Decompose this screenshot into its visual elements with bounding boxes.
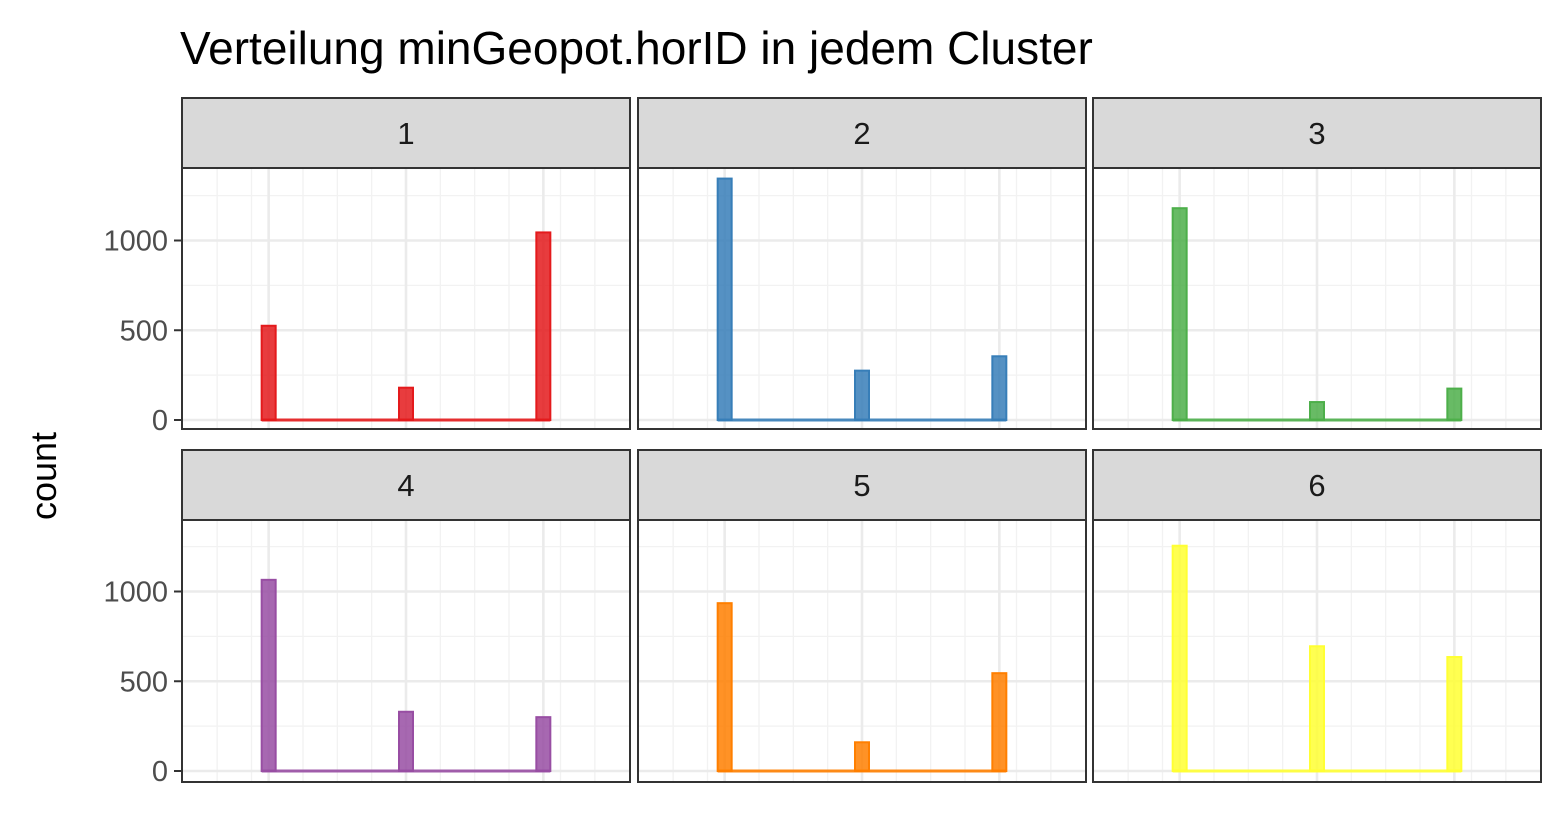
y-tick-label: 500 <box>120 666 168 698</box>
bar <box>535 231 552 421</box>
bar <box>260 324 277 422</box>
y-tick-label: 1000 <box>103 226 168 258</box>
y-axis-label: count <box>23 432 64 520</box>
bar <box>991 672 1008 772</box>
bar <box>1309 401 1325 421</box>
bar <box>1171 207 1188 421</box>
facet-strip <box>637 97 1087 169</box>
bar <box>1446 656 1463 773</box>
facet-panel-1: 1 0 500 1000 <box>103 97 631 437</box>
facet-panel-3: 3 <box>1092 97 1542 430</box>
chart-title: Verteilung minGeopot.horID in jedem Clus… <box>180 22 1093 74</box>
y-tick-label: 500 <box>120 315 168 347</box>
facet-strip-label: 6 <box>1308 468 1325 503</box>
panel-border <box>181 167 631 430</box>
y-tick-label: 0 <box>152 756 168 788</box>
facet-panels: 1 0 500 1000 2 3 4 0 500 1000 5 6 <box>103 97 1542 788</box>
panel-border <box>637 167 1087 430</box>
y-tick-label: 0 <box>152 405 168 437</box>
facet-panel-2: 2 <box>637 97 1087 430</box>
bar <box>1171 544 1188 772</box>
panel-border <box>637 519 1087 783</box>
facet-strip <box>181 449 631 521</box>
facet-strip <box>181 97 631 169</box>
facet-panel-5: 5 <box>637 449 1087 783</box>
panel-border <box>1092 519 1542 783</box>
facet-strip-label: 3 <box>1308 116 1325 151</box>
facet-strip <box>637 449 1087 521</box>
facet-strip-label: 4 <box>397 468 414 503</box>
bar <box>716 177 733 421</box>
facet-panel-4: 4 0 500 1000 <box>103 449 631 788</box>
y-tick-label: 1000 <box>103 577 168 609</box>
bar <box>854 369 870 422</box>
facet-strip-label: 5 <box>853 468 870 503</box>
bar <box>535 716 552 773</box>
bar <box>854 741 870 773</box>
facet-strip <box>1092 97 1542 169</box>
bar <box>398 386 414 422</box>
bar <box>1446 387 1463 421</box>
panel-border <box>181 519 631 783</box>
facet-strip-label: 1 <box>397 116 414 151</box>
facet-panel-6: 6 <box>1092 449 1542 783</box>
bar <box>716 602 733 772</box>
bar <box>398 710 414 773</box>
facet-strip-label: 2 <box>853 116 870 151</box>
bar <box>260 578 277 773</box>
bar <box>1309 645 1325 772</box>
bar <box>991 355 1008 421</box>
facet-strip <box>1092 449 1542 521</box>
panel-border <box>1092 167 1542 430</box>
